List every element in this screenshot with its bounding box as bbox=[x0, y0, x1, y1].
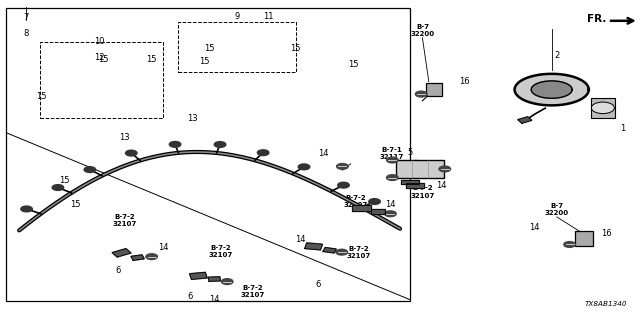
Circle shape bbox=[385, 211, 396, 217]
Text: 15: 15 bbox=[204, 44, 214, 52]
Text: 16: 16 bbox=[459, 77, 469, 86]
Text: 16: 16 bbox=[602, 229, 612, 238]
Text: 15: 15 bbox=[147, 55, 157, 64]
Text: 1: 1 bbox=[620, 124, 625, 132]
Polygon shape bbox=[518, 117, 532, 123]
Circle shape bbox=[21, 206, 33, 212]
Polygon shape bbox=[352, 205, 371, 211]
Bar bbox=[426, 83, 442, 96]
Text: 15: 15 bbox=[348, 60, 358, 68]
Text: 5: 5 bbox=[407, 148, 412, 156]
Text: 13: 13 bbox=[187, 114, 197, 123]
Text: B-7-2
32107: B-7-2 32107 bbox=[209, 245, 233, 258]
Polygon shape bbox=[323, 247, 336, 253]
Text: 12: 12 bbox=[94, 53, 104, 62]
Text: 15: 15 bbox=[99, 55, 109, 64]
Bar bbox=[178, 22, 296, 72]
Text: 14: 14 bbox=[209, 295, 220, 304]
Text: 15: 15 bbox=[59, 176, 69, 185]
Circle shape bbox=[146, 254, 157, 260]
Polygon shape bbox=[189, 272, 207, 279]
Text: B-7-2
32107: B-7-2 32107 bbox=[343, 195, 367, 208]
Circle shape bbox=[214, 142, 226, 148]
Text: B-7-2
32107: B-7-2 32107 bbox=[113, 214, 137, 227]
Text: 8: 8 bbox=[23, 29, 28, 38]
Polygon shape bbox=[131, 255, 144, 260]
Circle shape bbox=[336, 249, 348, 255]
Circle shape bbox=[338, 182, 349, 188]
Text: B-7
32200: B-7 32200 bbox=[410, 24, 435, 37]
Circle shape bbox=[337, 164, 348, 169]
Text: 14: 14 bbox=[529, 223, 540, 232]
Circle shape bbox=[257, 150, 269, 156]
Polygon shape bbox=[531, 81, 572, 98]
Circle shape bbox=[387, 157, 398, 163]
Circle shape bbox=[170, 141, 181, 147]
Text: 13: 13 bbox=[120, 133, 130, 142]
Circle shape bbox=[369, 199, 380, 204]
Text: 6: 6 bbox=[316, 280, 321, 289]
Bar bbox=[591, 98, 615, 118]
Text: 15: 15 bbox=[36, 92, 47, 100]
Polygon shape bbox=[401, 180, 419, 184]
Text: 15: 15 bbox=[200, 57, 210, 66]
Text: 14: 14 bbox=[296, 236, 306, 244]
Text: B-7-2
32107: B-7-2 32107 bbox=[241, 285, 265, 298]
Bar bbox=[396, 160, 444, 178]
Circle shape bbox=[439, 166, 451, 172]
Circle shape bbox=[415, 91, 427, 97]
Polygon shape bbox=[371, 209, 385, 214]
Text: B-7-2
32107: B-7-2 32107 bbox=[346, 246, 371, 259]
Text: 7: 7 bbox=[23, 13, 28, 22]
Text: 14: 14 bbox=[385, 200, 396, 209]
Polygon shape bbox=[208, 277, 221, 281]
Polygon shape bbox=[406, 183, 424, 188]
Text: 15: 15 bbox=[70, 200, 80, 209]
Text: 14: 14 bbox=[318, 149, 328, 158]
Text: 14: 14 bbox=[436, 181, 447, 190]
Circle shape bbox=[564, 242, 575, 247]
Circle shape bbox=[221, 279, 233, 284]
Text: 15: 15 bbox=[291, 44, 301, 52]
Text: 10: 10 bbox=[94, 37, 104, 46]
Text: 2: 2 bbox=[554, 52, 559, 60]
Polygon shape bbox=[305, 243, 323, 250]
Bar bbox=[575, 231, 593, 246]
Circle shape bbox=[52, 185, 63, 190]
Text: B-7-1
32117: B-7-1 32117 bbox=[380, 147, 404, 160]
Bar bbox=[6, 8, 410, 301]
Polygon shape bbox=[515, 74, 589, 105]
Circle shape bbox=[298, 164, 310, 170]
Circle shape bbox=[84, 167, 95, 172]
Text: 14: 14 bbox=[158, 244, 168, 252]
Text: 11: 11 bbox=[264, 12, 274, 20]
Circle shape bbox=[125, 150, 137, 156]
Text: 6: 6 bbox=[116, 266, 121, 275]
Polygon shape bbox=[112, 249, 131, 257]
Circle shape bbox=[591, 102, 614, 114]
Text: 6: 6 bbox=[188, 292, 193, 301]
Bar bbox=[40, 42, 163, 118]
Text: TX8AB1340: TX8AB1340 bbox=[585, 300, 627, 307]
Text: 9: 9 bbox=[234, 12, 239, 20]
Text: B-7
32200: B-7 32200 bbox=[545, 203, 569, 216]
Circle shape bbox=[387, 175, 398, 180]
Text: FR.: FR. bbox=[588, 14, 607, 24]
Text: B-7-2
32107: B-7-2 32107 bbox=[410, 186, 435, 198]
